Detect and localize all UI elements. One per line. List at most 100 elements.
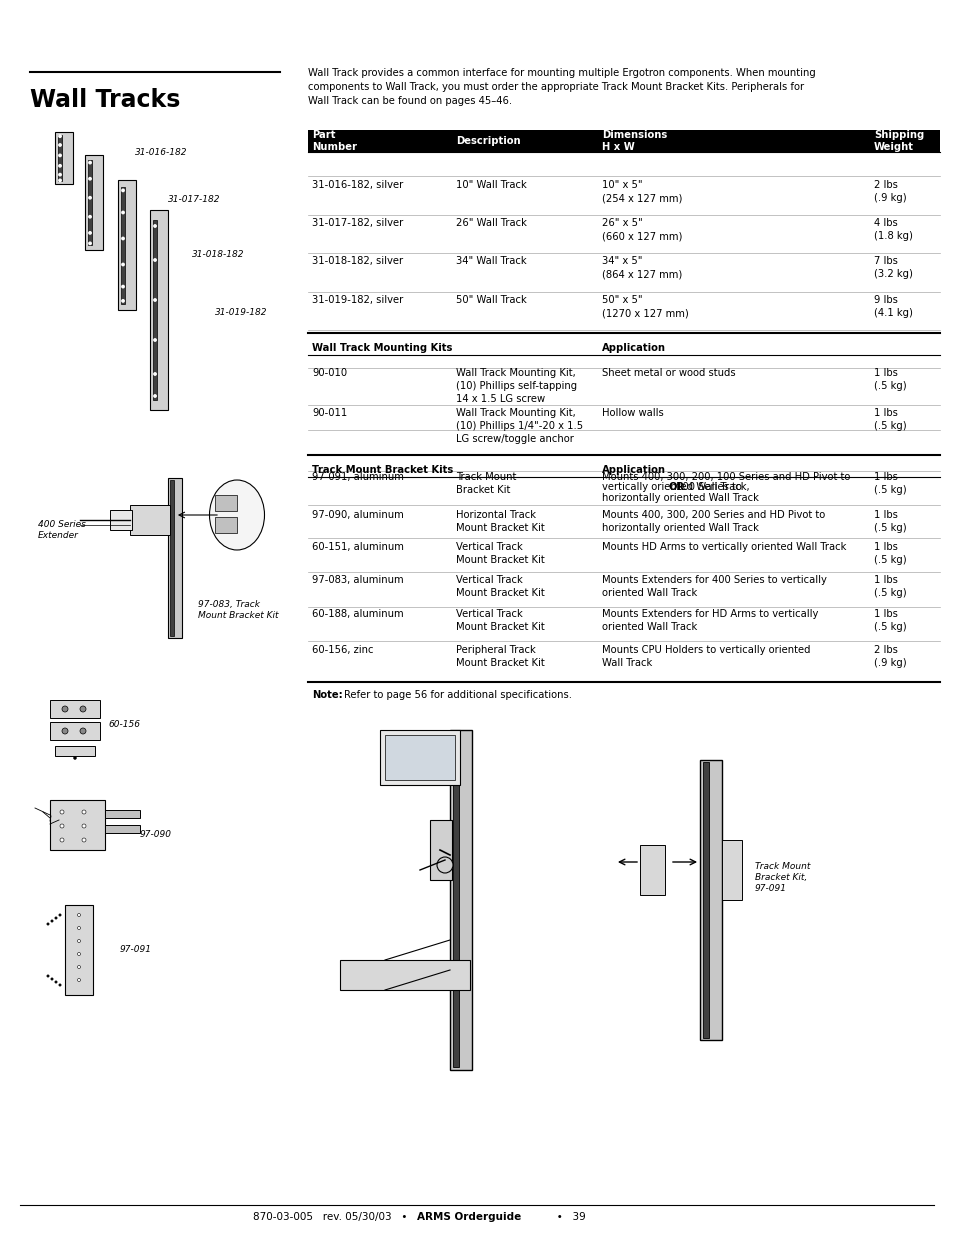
Text: horizontally oriented Wall Track: horizontally oriented Wall Track <box>601 493 758 503</box>
Circle shape <box>77 914 80 916</box>
Text: Track Mount
Bracket Kit,
97-091: Track Mount Bracket Kit, 97-091 <box>754 862 809 893</box>
Circle shape <box>122 211 124 214</box>
Text: Track Mount
Bracket Kit: Track Mount Bracket Kit <box>456 472 516 495</box>
Text: 10" Wall Track: 10" Wall Track <box>456 180 526 190</box>
Circle shape <box>153 259 156 261</box>
Circle shape <box>51 920 53 923</box>
Text: Mounts Extenders for HD Arms to vertically
oriented Wall Track: Mounts Extenders for HD Arms to vertical… <box>601 609 818 632</box>
Text: 870-03-005   rev. 05/30/03   •: 870-03-005 rev. 05/30/03 • <box>253 1212 416 1221</box>
Circle shape <box>436 857 453 873</box>
Circle shape <box>77 952 80 956</box>
Bar <box>55 132 73 184</box>
Bar <box>170 480 173 636</box>
Text: Application: Application <box>601 343 665 353</box>
Text: Mounts Extenders for 400 Series to vertically
oriented Wall Track: Mounts Extenders for 400 Series to verti… <box>601 576 826 598</box>
Circle shape <box>153 299 156 301</box>
Text: Note:: Note: <box>312 690 342 700</box>
Text: 34" x 5"
(864 x 127 mm): 34" x 5" (864 x 127 mm) <box>601 256 681 279</box>
Text: 31-018-182, silver: 31-018-182, silver <box>312 256 403 266</box>
Circle shape <box>54 981 57 983</box>
Text: 97-083, aluminum: 97-083, aluminum <box>312 576 403 585</box>
Circle shape <box>89 232 91 235</box>
Circle shape <box>62 706 68 713</box>
Text: 1 lbs
(.5 kg): 1 lbs (.5 kg) <box>873 542 905 566</box>
Circle shape <box>59 179 61 182</box>
Text: •   39: • 39 <box>546 1212 585 1221</box>
Bar <box>88 159 92 246</box>
Circle shape <box>47 923 50 925</box>
Text: 2 lbs
(.9 kg): 2 lbs (.9 kg) <box>873 645 905 668</box>
Circle shape <box>89 242 91 245</box>
Text: 400 Series
Extender: 400 Series Extender <box>38 520 86 540</box>
Bar <box>430 820 452 881</box>
Bar <box>50 700 100 718</box>
Bar <box>453 734 458 1067</box>
Text: 1 lbs
(.5 kg): 1 lbs (.5 kg) <box>873 472 905 495</box>
Text: ARMS Orderguide: ARMS Orderguide <box>416 1212 520 1221</box>
Text: 1 lbs
(.5 kg): 1 lbs (.5 kg) <box>873 609 905 632</box>
Text: 4 lbs
(1.8 kg): 4 lbs (1.8 kg) <box>873 219 912 241</box>
Text: 31-019-182, silver: 31-019-182, silver <box>312 295 403 305</box>
Text: Refer to page 56 for additional specifications.: Refer to page 56 for additional specific… <box>344 690 572 700</box>
Text: 1 lbs
(.5 kg): 1 lbs (.5 kg) <box>873 368 905 391</box>
Bar <box>85 156 103 249</box>
Bar <box>50 800 105 850</box>
Bar <box>65 905 92 995</box>
Text: 60-188, aluminum: 60-188, aluminum <box>312 609 403 619</box>
Circle shape <box>153 395 156 398</box>
Circle shape <box>51 978 53 981</box>
Bar <box>308 130 939 152</box>
Circle shape <box>54 916 57 919</box>
Circle shape <box>77 966 80 968</box>
Circle shape <box>80 727 86 734</box>
Bar <box>130 505 170 535</box>
Circle shape <box>59 914 61 916</box>
Text: Peripheral Track
Mount Bracket Kit: Peripheral Track Mount Bracket Kit <box>456 645 544 668</box>
Text: 31-019-182: 31-019-182 <box>214 308 267 317</box>
Circle shape <box>122 285 124 288</box>
Circle shape <box>153 373 156 375</box>
Text: 60-151, aluminum: 60-151, aluminum <box>312 542 403 552</box>
Text: Wall Track Mounting Kit,
(10) Phillips 1/4"-20 x 1.5
LG screw/toggle anchor: Wall Track Mounting Kit, (10) Phillips 1… <box>456 408 582 445</box>
Bar <box>702 762 708 1037</box>
Text: Sheet metal or wood studs: Sheet metal or wood studs <box>601 368 735 378</box>
Text: 97-091, aluminum: 97-091, aluminum <box>312 472 403 482</box>
Text: Mounts 400, 300, 200, 100 Series and HD Pivot to: Mounts 400, 300, 200, 100 Series and HD … <box>601 472 849 482</box>
Bar <box>214 517 236 534</box>
Circle shape <box>80 706 86 713</box>
Circle shape <box>89 216 91 217</box>
Circle shape <box>59 154 61 157</box>
Text: Horizontal Track
Mount Bracket Kit: Horizontal Track Mount Bracket Kit <box>456 510 544 534</box>
Circle shape <box>73 757 76 760</box>
Ellipse shape <box>210 480 264 550</box>
Bar <box>721 840 741 900</box>
Circle shape <box>82 810 86 814</box>
Circle shape <box>82 824 86 827</box>
Text: Application: Application <box>601 466 665 475</box>
Text: 31-018-182: 31-018-182 <box>192 249 244 259</box>
Circle shape <box>122 300 124 303</box>
Circle shape <box>60 839 64 842</box>
Text: Shipping
Weight: Shipping Weight <box>873 130 923 152</box>
Text: Description: Description <box>456 136 520 146</box>
Text: Mounts CPU Holders to vertically oriented
Wall Track: Mounts CPU Holders to vertically oriente… <box>601 645 810 668</box>
Text: 9 lbs
(4.1 kg): 9 lbs (4.1 kg) <box>873 295 912 319</box>
Text: 97-090, aluminum: 97-090, aluminum <box>312 510 403 520</box>
Text: Part
Number: Part Number <box>312 130 356 152</box>
Circle shape <box>77 940 80 942</box>
Text: Hollow walls: Hollow walls <box>601 408 663 417</box>
Bar <box>214 495 236 511</box>
Circle shape <box>59 164 61 167</box>
Text: 60-156, zinc: 60-156, zinc <box>312 645 374 655</box>
Circle shape <box>89 196 91 199</box>
Bar <box>150 210 168 410</box>
Circle shape <box>60 810 64 814</box>
Text: Mounts HD Arms to vertically oriented Wall Track: Mounts HD Arms to vertically oriented Wa… <box>601 542 845 552</box>
Bar <box>385 735 455 781</box>
Circle shape <box>122 263 124 266</box>
Text: 31-016-182, silver: 31-016-182, silver <box>312 180 403 190</box>
Text: 31-017-182, silver: 31-017-182, silver <box>312 219 403 228</box>
Bar <box>152 220 157 400</box>
Circle shape <box>59 143 61 146</box>
Text: 1 lbs
(.5 kg): 1 lbs (.5 kg) <box>873 510 905 534</box>
